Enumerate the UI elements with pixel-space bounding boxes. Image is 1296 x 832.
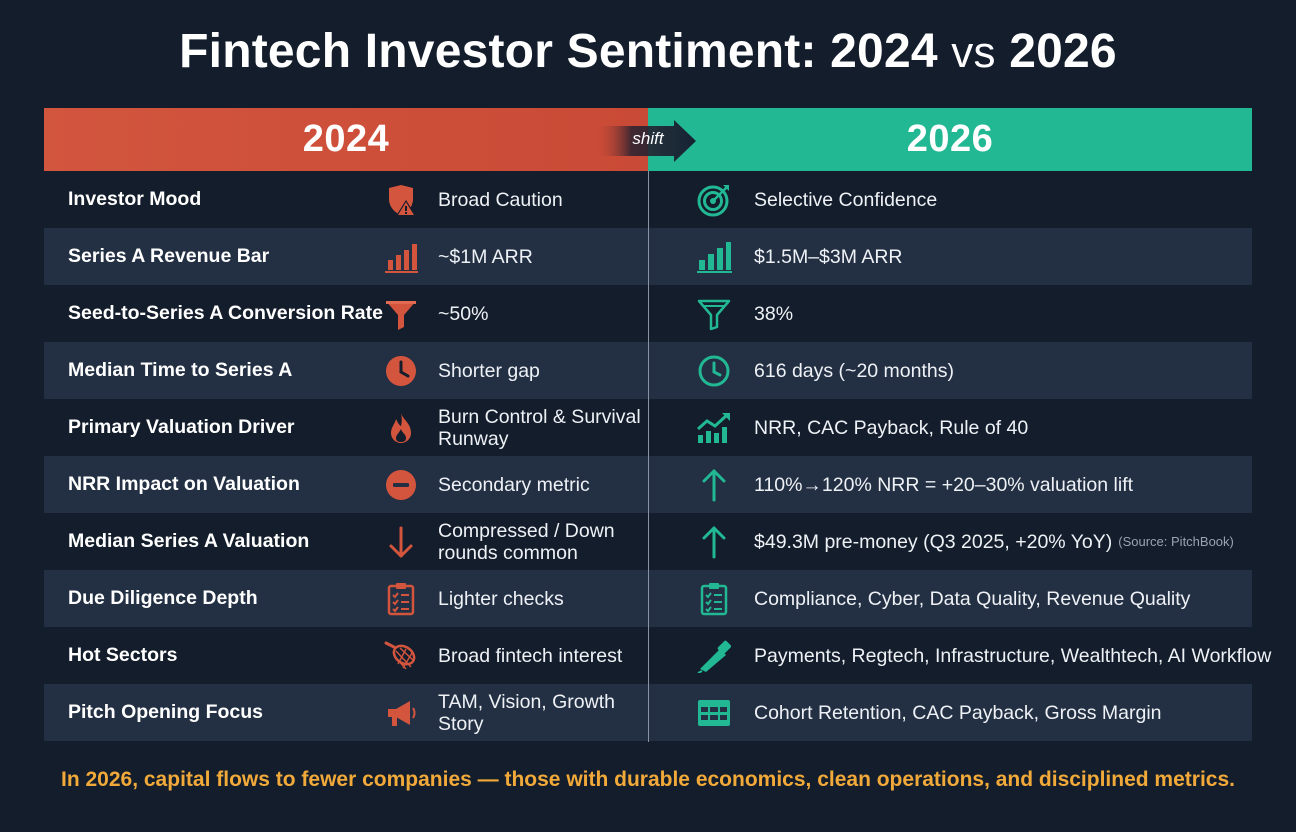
value-2024: Lighter checks: [438, 587, 564, 610]
value-2026: Payments, Regtech, Infrastructure, Wealt…: [754, 627, 1271, 684]
value-2026: $1.5M–$3M ARR: [754, 228, 1254, 285]
value-2026: Selective Confidence: [754, 171, 1254, 228]
table-row: Hot Sectors Broad fintech interest Payme…: [44, 627, 1271, 684]
shield-alert-icon: [389, 185, 416, 216]
page-title: Fintech Investor Sentiment: 2024 vs 2026: [0, 24, 1296, 88]
row-label: Median Series A Valuation: [68, 530, 310, 552]
value-2024: Broad Caution: [438, 188, 563, 211]
row-label: Median Time to Series A: [68, 359, 293, 381]
shift-arrow-icon: [596, 120, 696, 162]
table-row: Investor Mood Broad Caution Selective Co…: [44, 171, 1252, 228]
footer-summary: In 2026, capital flows to fewer companie…: [61, 768, 1235, 791]
arrow-up-icon: [702, 526, 726, 559]
value-2026: $49.3M pre-money (Q3 2025, +20% YoY) (Sou…: [754, 513, 1254, 570]
clock-icon: [386, 356, 416, 386]
minus-circle-icon: [386, 470, 416, 500]
value-2024: ~$1M ARR: [438, 245, 533, 268]
telescope-icon: [697, 640, 731, 673]
column-divider: [648, 171, 649, 742]
row-label: Seed-to-Series A Conversion Rate: [68, 302, 383, 324]
net-icon: [384, 641, 416, 670]
row-label: Due Diligence Depth: [68, 587, 258, 609]
clipboard-checklist-icon: [700, 583, 728, 616]
funnel-icon: [386, 301, 416, 330]
value-2024: Broad fintech interest: [438, 644, 623, 667]
value-2024: Compressed / Down rounds common: [438, 519, 615, 564]
value-2024: ~50%: [438, 302, 489, 325]
value-2026: NRR, CAC Payback, Rule of 40: [754, 399, 1254, 456]
table-row: Median Series A Valuation Compressed / D…: [44, 513, 1252, 570]
table-row: Seed-to-Series A Conversion Rate ~50% 38…: [44, 285, 1252, 342]
target-icon: [697, 185, 729, 217]
arrow-down-icon: [389, 526, 413, 558]
row-label: Primary Valuation Driver: [68, 416, 295, 438]
clock-outline-icon: [698, 355, 730, 387]
value-2026-text: 38%: [754, 302, 794, 325]
header-year-2026: 2026: [906, 118, 994, 160]
row-label: Pitch Opening Focus: [68, 701, 264, 723]
value-2026: 110%→120% NRR = +20–30% valuation lift: [754, 456, 1254, 513]
flame-icon: [391, 413, 411, 443]
value-2026-text: Payments, Regtech, Infrastructure, Wealt…: [754, 644, 1272, 667]
title-vs: vs: [951, 28, 996, 77]
value-2026-text: NRR, CAC Payback, Rule of 40: [754, 416, 1029, 439]
clipboard-checklist-icon: [387, 583, 415, 616]
arrow-up-icon: [702, 469, 726, 502]
value-2024: Secondary metric: [438, 473, 590, 496]
value-2024: TAM, Vision, Growth Story: [438, 690, 615, 735]
row-label: Hot Sectors: [68, 644, 178, 666]
value-2024: Burn Control & Survival Runway: [438, 405, 641, 450]
value-2026: Cohort Retention, CAC Payback, Gross Mar…: [754, 684, 1254, 741]
value-2026-text: $1.5M–$3M ARR: [754, 245, 903, 268]
value-2026-text: Cohort Retention, CAC Payback, Gross Mar…: [754, 701, 1162, 724]
header-year-2024: 2024: [302, 118, 390, 160]
bar-chart-icon: [385, 244, 418, 273]
funnel-outline-icon: [697, 299, 731, 331]
trending-up-chart-icon: [697, 413, 730, 443]
table-row: Primary Valuation Driver Burn Control & …: [44, 399, 1252, 456]
row-label: Investor Mood: [68, 188, 202, 210]
row-label: Series A Revenue Bar: [68, 245, 270, 267]
megaphone-icon: [388, 701, 416, 726]
value-2026: 616 days (~20 months): [754, 342, 1254, 399]
value-2026-text: $49.3M pre-money (Q3 2025, +20% YoY): [754, 530, 1113, 553]
value-2024: Shorter gap: [438, 359, 540, 382]
row-label: NRR Impact on Valuation: [68, 473, 300, 495]
header-2026: 2026: [648, 108, 1252, 171]
table-grid-icon: [698, 700, 730, 726]
value-2026-text: Selective Confidence: [754, 188, 938, 211]
source-note: (Source: PitchBook): [1118, 533, 1234, 549]
value-2026: 38%: [754, 285, 1254, 342]
bar-chart-icon: [697, 242, 732, 273]
title-part-1: Fintech Investor Sentiment: 2024: [179, 25, 938, 78]
value-2026: Compliance, Cyber, Data Quality, Revenue…: [754, 570, 1254, 627]
value-2026-text: 110%→120% NRR = +20–30% valuation lift: [754, 473, 1134, 496]
value-2026-text: 616 days (~20 months): [754, 359, 954, 382]
shift-label: shift: [632, 129, 664, 148]
header-2024: 2024: [44, 108, 648, 171]
title-part-2: 2026: [1009, 25, 1117, 78]
value-2026-text: Compliance, Cyber, Data Quality, Revenue…: [754, 587, 1191, 610]
